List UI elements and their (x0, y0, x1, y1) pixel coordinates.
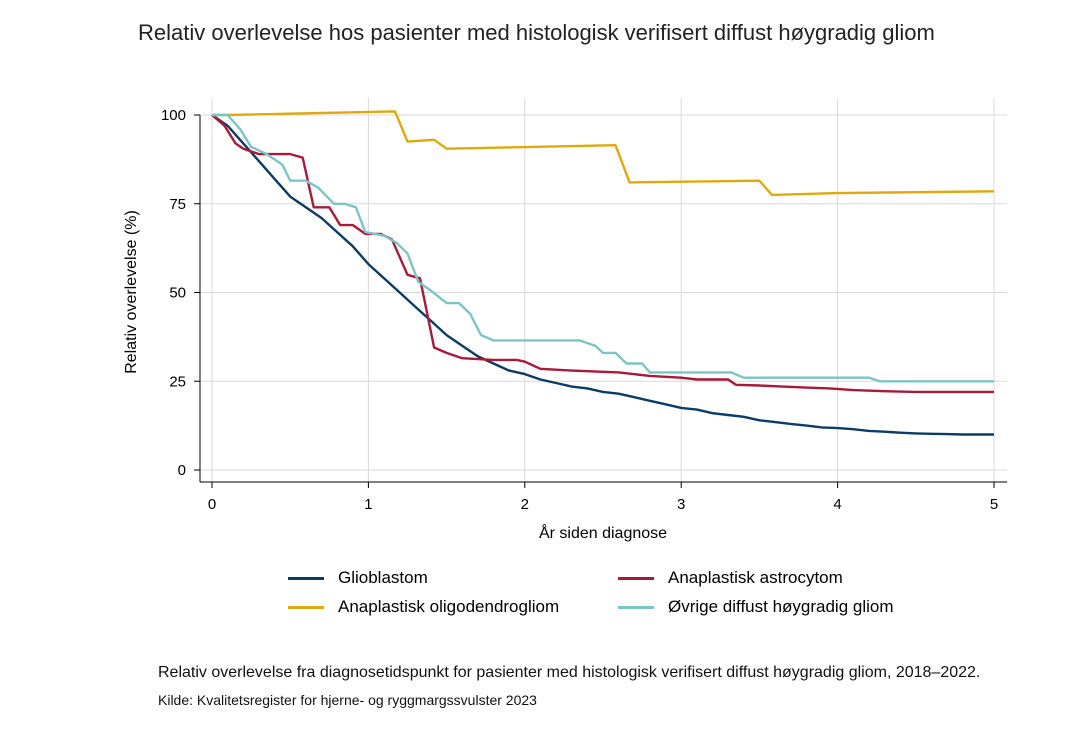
legend-label: Øvrige diffust høygradig gliom (668, 597, 894, 616)
series-line-glioblastom (211, 114, 994, 436)
legend-swatch (618, 605, 654, 609)
x-axis-label: År siden diagnose (539, 523, 667, 542)
series-lines (211, 110, 995, 436)
series-line-anaplastisk-astrocytom (211, 114, 994, 394)
x-tick-label: 3 (677, 496, 685, 513)
grid-lines (200, 98, 1007, 482)
y-tick-label: 25 (169, 373, 186, 390)
legend-label: Glioblastom (338, 568, 428, 587)
legend-item-glioblastom: Glioblastom (288, 568, 428, 588)
legend-swatch (288, 605, 324, 609)
x-tick-label: 2 (521, 496, 529, 513)
legend-swatch (618, 576, 654, 580)
legend-label: Anaplastisk astrocytom (668, 568, 843, 587)
y-tick-label: 75 (169, 196, 186, 213)
series-line--vrige-diffust-h-ygradig-gliom (212, 113, 994, 383)
legend-item-anaplastisk-oligodendrogliom: Anaplastisk oligodendrogliom (288, 597, 559, 617)
y-tick-label: 0 (178, 462, 186, 479)
chart-title: Relativ overlevelse hos pasienter med hi… (138, 20, 935, 45)
x-tick-label: 4 (833, 496, 841, 513)
axes (194, 114, 1007, 488)
legend-item-anaplastisk-astrocytom: Anaplastisk astrocytom (618, 568, 843, 588)
figure-source: Kilde: Kvalitetsregister for hjerne- og … (158, 692, 537, 708)
x-tick-label: 1 (364, 496, 372, 513)
x-tick-label: 5 (990, 496, 998, 513)
y-axis-label: Relativ overlevelse (%) (123, 210, 140, 374)
x-tick-label: 0 (208, 496, 216, 513)
legend-item-ovrige-diffust-hoygradig-gliom: Øvrige diffust høygradig gliom (618, 597, 894, 617)
figure-caption: Relativ overlevelse fra diagnosetidspunk… (158, 664, 981, 681)
y-tick-label: 50 (169, 285, 186, 302)
legend-swatch (288, 576, 324, 580)
legend-label: Anaplastisk oligodendrogliom (338, 597, 560, 616)
chart-plot: 0 25 50 75 100 0 1 2 3 4 5 År siden diagnose Relat… (123, 98, 1007, 542)
tick-labels: 0 25 50 75 100 0 1 2 3 4 5 (161, 107, 998, 513)
y-tick-label: 100 (161, 107, 186, 124)
series-line-anaplastisk-oligodendrogliom (212, 110, 995, 197)
